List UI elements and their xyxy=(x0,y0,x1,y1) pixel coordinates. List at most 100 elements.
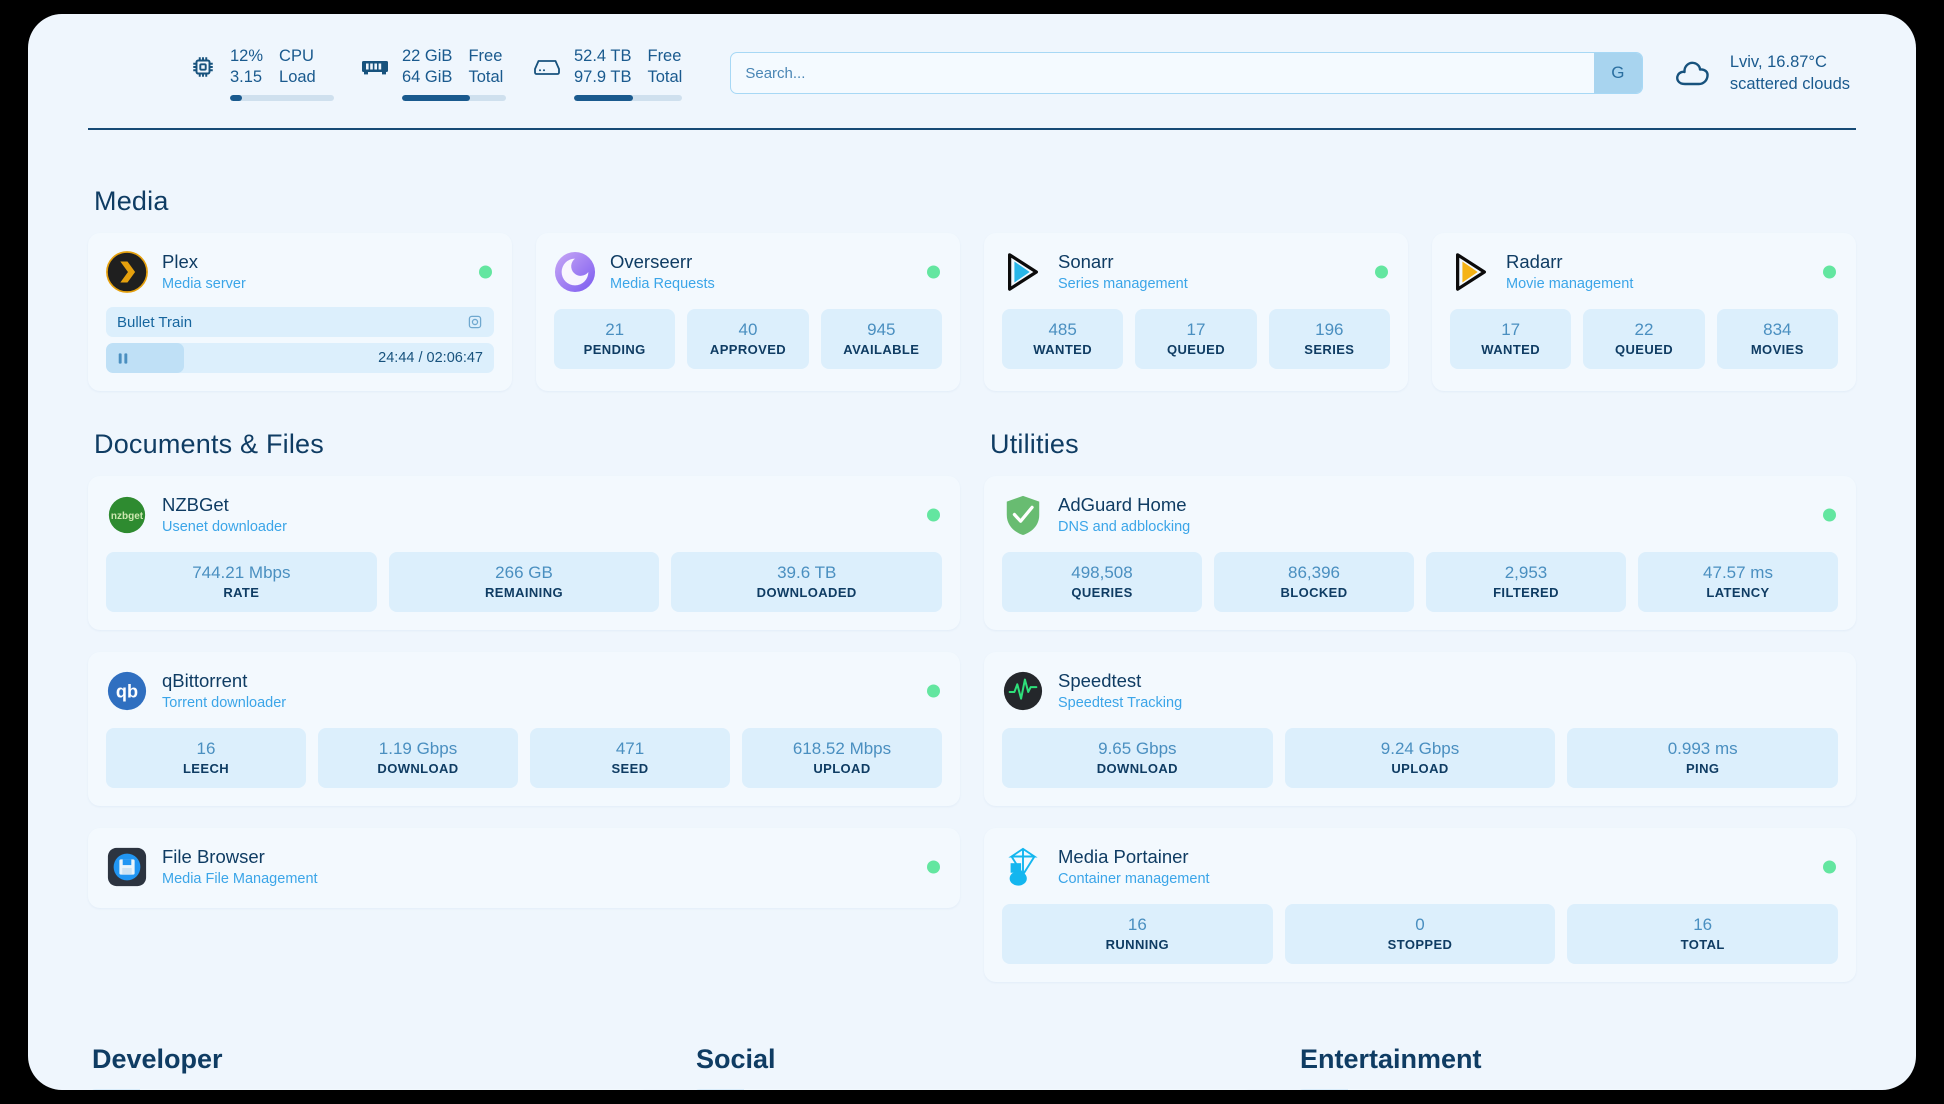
section-title-utilities: Utilities xyxy=(990,429,1079,459)
media-player: Bullet Train 24:44 / 02:06:47 xyxy=(106,307,494,373)
pause-icon[interactable] xyxy=(117,352,129,365)
service-subtitle: Media File Management xyxy=(162,870,318,887)
service-card[interactable]: Sonarr Series management 485 WANTED 17 QUEUED… xyxy=(984,233,1408,391)
stat-tile-label: RATE xyxy=(223,585,260,600)
stat-tiles: 16 LEECH 1.19 Gbps DOWNLOAD 471 SEED 618.52 Mb… xyxy=(106,728,942,788)
stat-tile[interactable]: 744.21 Mbps RATE xyxy=(106,552,377,612)
bookmark-item[interactable]: GHGithubgithub.com xyxy=(88,1089,648,1090)
stat-tile[interactable]: 485 WANTED xyxy=(1002,309,1124,369)
settings-icon[interactable] xyxy=(467,314,483,330)
card-header: Radarr Movie management xyxy=(1450,249,1838,295)
service-card[interactable]: Speedtest Speedtest Tracking 9.65 Gbps DOWN… xyxy=(984,652,1856,806)
stat-tile[interactable]: 21 PENDING xyxy=(554,309,676,369)
stat-tile-value: 16 xyxy=(1127,915,1147,934)
stat-values: 22 GiB 64 GiB xyxy=(402,46,452,88)
service-card[interactable]: Overseerr Media Requests 21 PENDING 40 APPROV… xyxy=(536,233,960,391)
stat-line2-right: Load xyxy=(279,67,316,86)
stat-tile-value: 86,396 xyxy=(1288,563,1340,582)
weather-condition: scattered clouds xyxy=(1729,75,1850,93)
stat-tile[interactable]: 16 RUNNING xyxy=(1002,904,1273,964)
stat-tile[interactable]: 16 TOTAL xyxy=(1567,904,1839,964)
stat-tile[interactable]: 1.19 Gbps DOWNLOAD xyxy=(318,728,518,788)
stat-tile[interactable]: 196 SERIES xyxy=(1268,309,1390,369)
stat-tile-label: FILTERED xyxy=(1493,585,1559,600)
stat-tiles: 744.21 Mbps RATE 266 GB REMAINING 39.6 TB DOW… xyxy=(106,552,943,612)
bookmark-list: LILinkedInlinkedin.comTWTwittertwitter.c… xyxy=(692,1089,1252,1090)
stat-tile[interactable]: 40 APPROVED xyxy=(687,309,809,369)
stat-tile-value: 39.6 TB xyxy=(777,563,837,582)
stat-tile[interactable]: 17 QUEUED xyxy=(1135,309,1257,369)
stat-tile-value: 16 xyxy=(196,739,216,758)
stat-line2-right: Total xyxy=(647,67,683,86)
service-name: NZBGet xyxy=(162,493,229,515)
stat-tiles: 485 WANTED 17 QUEUED 196 SERIES xyxy=(1002,309,1390,369)
stat-tile[interactable]: 47.57 ms LATENCY xyxy=(1638,552,1838,612)
stat-tile[interactable]: 498,508 QUERIES xyxy=(1002,552,1202,612)
stat-tile-label: DOWNLOAD xyxy=(1096,761,1178,776)
stat-tile-label: LATENCY xyxy=(1706,585,1770,600)
service-card[interactable]: nzbget NZBGet Usenet downloader 744.21 Mbps… xyxy=(88,476,960,630)
service-card[interactable]: Radarr Movie management 17 WANTED 22 QUEUED 83… xyxy=(1432,233,1856,391)
service-card[interactable]: AdGuard Home DNS and adblocking 498,508 QUE… xyxy=(984,476,1856,630)
header: 12% 3.15 CPU Load 22 GiB 64 GiB Free Total 52.4 … xyxy=(28,14,1916,102)
overseerr-icon xyxy=(554,251,596,293)
card-header: Overseerr Media Requests xyxy=(554,249,942,295)
stat-tile-label: QUERIES xyxy=(1071,585,1133,600)
stat-tile[interactable]: 17 WANTED xyxy=(1450,309,1572,369)
stat-tile-value: 17 xyxy=(1501,320,1521,339)
service-card[interactable]: Plex Media server Bullet Train 24:44 / 02:0… xyxy=(88,233,512,391)
stat-tile[interactable]: 834 MOVIES xyxy=(1716,309,1838,369)
search-provider-button[interactable]: G xyxy=(1593,53,1642,93)
stat-tile[interactable]: 9.24 Gbps UPLOAD xyxy=(1284,728,1556,788)
stat-tile[interactable]: 0 STOPPED xyxy=(1284,904,1556,964)
stat-tile[interactable]: 22 QUEUED xyxy=(1583,309,1705,369)
stat-tile[interactable]: 2,953 FILTERED xyxy=(1426,552,1626,612)
weather-location-temp: Lviv, 16.87°C xyxy=(1729,53,1827,71)
stat-tile[interactable]: 9.65 Gbps DOWNLOAD xyxy=(1002,728,1273,788)
status-indicator-online xyxy=(1823,860,1836,874)
status-indicator-online xyxy=(1823,265,1836,279)
stat-tiles: 17 WANTED 22 QUEUED 834 MOVIES xyxy=(1450,309,1838,369)
playback-progress[interactable]: 24:44 / 02:06:47 xyxy=(106,343,494,373)
stat-tile[interactable]: 39.6 TB DOWNLOADED xyxy=(671,552,943,612)
disk-icon xyxy=(532,50,562,84)
stat-tile-value: 471 xyxy=(615,739,645,758)
bookmark-list: GHGithubgithub.comSOStackOverflowstackov… xyxy=(88,1089,648,1090)
stat-block: 22 GiB 64 GiB Free Total xyxy=(402,46,506,101)
stat-tile[interactable]: 618.52 Mbps UPLOAD xyxy=(742,728,942,788)
service-card[interactable]: qb qBittorrent Torrent downloader 16 LEECH 1.… xyxy=(88,652,960,806)
stat-tile-label: AVAILABLE xyxy=(843,342,920,357)
cpu-icon xyxy=(188,50,218,84)
stat-tile-value: 945 xyxy=(867,320,896,339)
stat-labels: Free Total xyxy=(468,46,503,88)
stat-tile-value: 9.24 Gbps xyxy=(1380,739,1460,758)
search-input[interactable] xyxy=(731,53,1594,93)
stat-tile[interactable]: 945 AVAILABLE xyxy=(820,309,942,369)
bookmark-group: Developer GHGithubgithub.comSOStackOverfl… xyxy=(88,1044,648,1090)
stat-line1-left: 12% xyxy=(230,46,264,65)
stat-tiles: 498,508 QUERIES 86,396 BLOCKED 2,953 FILTERED… xyxy=(1002,552,1838,612)
stat-tile[interactable]: 266 GB REMAINING xyxy=(388,552,660,612)
qbittorrent-icon: qb xyxy=(106,670,148,712)
stat-tile[interactable]: 471 SEED xyxy=(530,728,730,788)
stat-tiles: 16 RUNNING 0 STOPPED 16 TOTAL xyxy=(1002,904,1839,964)
service-card[interactable]: File Browser Media File Management xyxy=(88,828,960,908)
search-bar[interactable]: G xyxy=(730,52,1643,94)
stat-tile-value: 40 xyxy=(738,320,758,339)
stat-tile[interactable]: 0.993 ms PING xyxy=(1567,728,1839,788)
bookmark-item[interactable]: LILinkedInlinkedin.com xyxy=(692,1089,1252,1090)
radarr-icon xyxy=(1450,251,1492,293)
filebrowser-icon xyxy=(106,846,148,888)
stat-tile-label: WANTED xyxy=(1481,342,1541,357)
service-card[interactable]: Media Portainer Container management 16 RUN… xyxy=(984,828,1856,982)
stat-tile-value: 485 xyxy=(1048,320,1077,339)
search-area: G xyxy=(682,52,1673,94)
stat-tile[interactable]: 16 LEECH xyxy=(106,728,306,788)
stat-tile-value: 22 xyxy=(1634,320,1654,339)
documents-column: Documents & Files nzbget NZBGet Usenet dow… xyxy=(88,391,960,982)
bookmark-item[interactable]: YTYouTubeyoutube.com xyxy=(1296,1089,1856,1090)
section-title-documents: Documents & Files xyxy=(94,429,324,459)
stat-tile[interactable]: 86,396 BLOCKED xyxy=(1214,552,1414,612)
stat-line2-right: Total xyxy=(468,67,504,86)
status-indicator-online xyxy=(479,265,492,279)
